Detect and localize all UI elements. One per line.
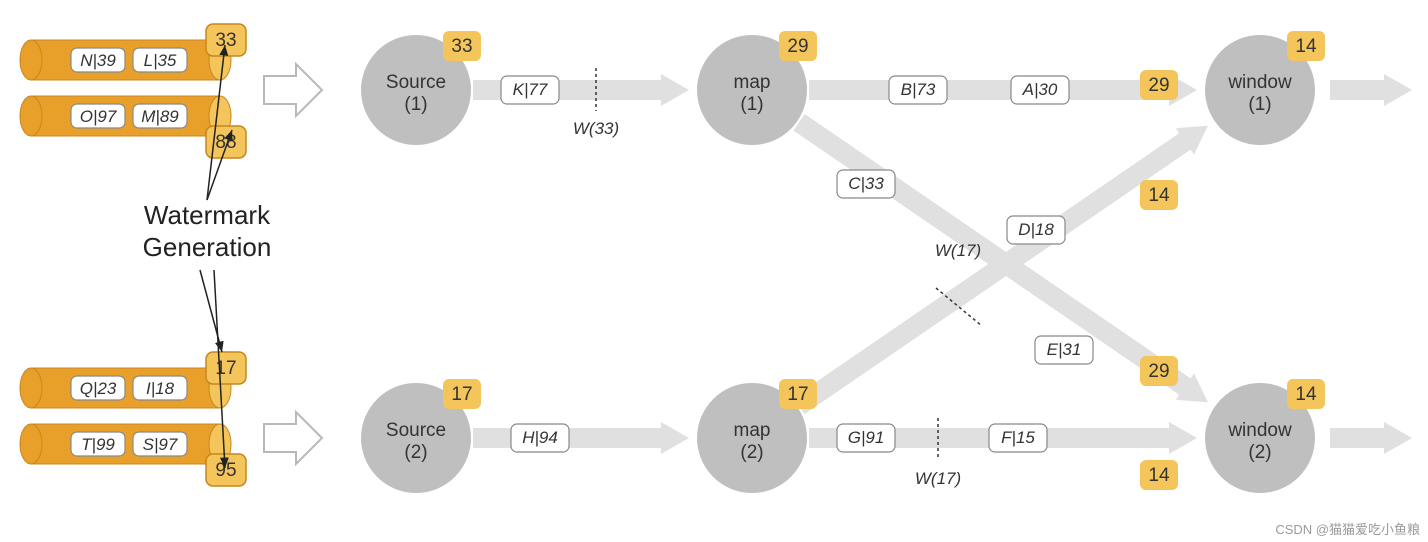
event-label: H|94 <box>522 428 558 447</box>
node-watermark-badge: 17 <box>787 384 808 405</box>
node-index: (2) <box>404 442 427 463</box>
title-line1: Watermark <box>144 200 271 230</box>
cap-badge: 33 <box>215 30 236 51</box>
svg-text:14: 14 <box>1148 185 1170 206</box>
watermark-label: W(17) <box>915 469 961 488</box>
flow-arrow <box>1330 74 1412 106</box>
svg-text:29: 29 <box>1148 361 1169 382</box>
diagram-canvas: N|39 L|35 33 O|97 M|89 88 Q|23 I|18 17 T|99 S|97 95… <box>0 0 1428 542</box>
event-label: E|31 <box>1047 340 1082 359</box>
cylinder-event: O|97 <box>80 107 117 126</box>
event-label: A|30 <box>1022 80 1058 99</box>
node-index: (1) <box>1248 94 1271 115</box>
operator-node: window(1) 14 <box>1205 31 1325 145</box>
cap-badge: 95 <box>215 460 236 481</box>
node-watermark-badge: 17 <box>451 384 472 405</box>
node-index: (1) <box>740 94 763 115</box>
footer-watermark: CSDN @猫猫爱吃小鱼粮 <box>1275 522 1420 537</box>
operator-node: Source(1) 33 <box>361 31 481 145</box>
flow-arrow <box>1330 422 1412 454</box>
cylinder-event: N|39 <box>80 51 116 70</box>
node-index: (1) <box>404 94 427 115</box>
cylinder-event: T|99 <box>81 435 115 454</box>
event-label: B|73 <box>901 80 936 99</box>
watermark-label: W(33) <box>573 119 619 138</box>
flow-arrow <box>473 422 689 454</box>
cylinder-event: Q|23 <box>80 379 117 398</box>
watermark-label: W(17) <box>935 241 981 260</box>
node-index: (2) <box>1248 442 1271 463</box>
node-label: Source <box>386 420 446 441</box>
title-line2: Generation <box>143 232 272 262</box>
node-watermark-badge: 33 <box>451 36 472 57</box>
input-arrow <box>264 412 322 464</box>
event-label: D|18 <box>1018 220 1054 239</box>
event-label: K|77 <box>513 80 548 99</box>
operator-node: window(2) 14 <box>1205 379 1325 493</box>
data-cylinder: N|39 L|35 33 <box>20 24 246 80</box>
node-index: (2) <box>740 442 763 463</box>
operator-node: map(2) 17 <box>697 379 817 493</box>
svg-text:14: 14 <box>1148 465 1170 486</box>
data-cylinder: Q|23I|1817 <box>20 352 246 408</box>
event-label: C|33 <box>848 174 884 193</box>
data-cylinder: T|99 S|97 95 <box>20 424 246 486</box>
cap-badge: 88 <box>215 132 236 153</box>
data-cylinder: O|97 M|89 88 <box>20 96 246 158</box>
node-label: window <box>1227 420 1292 441</box>
node-watermark-badge: 29 <box>787 36 808 57</box>
node-watermark-badge: 14 <box>1295 384 1317 405</box>
node-label: map <box>734 420 771 441</box>
operator-node: Source(2) 17 <box>361 379 481 493</box>
cylinder-event: S|97 <box>143 435 178 454</box>
cylinder-event: L|35 <box>144 51 177 70</box>
event-label: G|91 <box>848 428 885 447</box>
cylinder-event: M|89 <box>141 107 179 126</box>
pointer-line <box>200 270 222 352</box>
node-watermark-badge: 14 <box>1295 36 1317 57</box>
node-label: window <box>1227 72 1292 93</box>
event-label: F|15 <box>1001 428 1035 447</box>
svg-text:29: 29 <box>1148 75 1169 96</box>
node-label: Source <box>386 72 446 93</box>
cylinder-event: I|18 <box>146 379 175 398</box>
node-label: map <box>734 72 771 93</box>
flow-arrow <box>809 74 1197 106</box>
input-arrow <box>264 64 322 116</box>
